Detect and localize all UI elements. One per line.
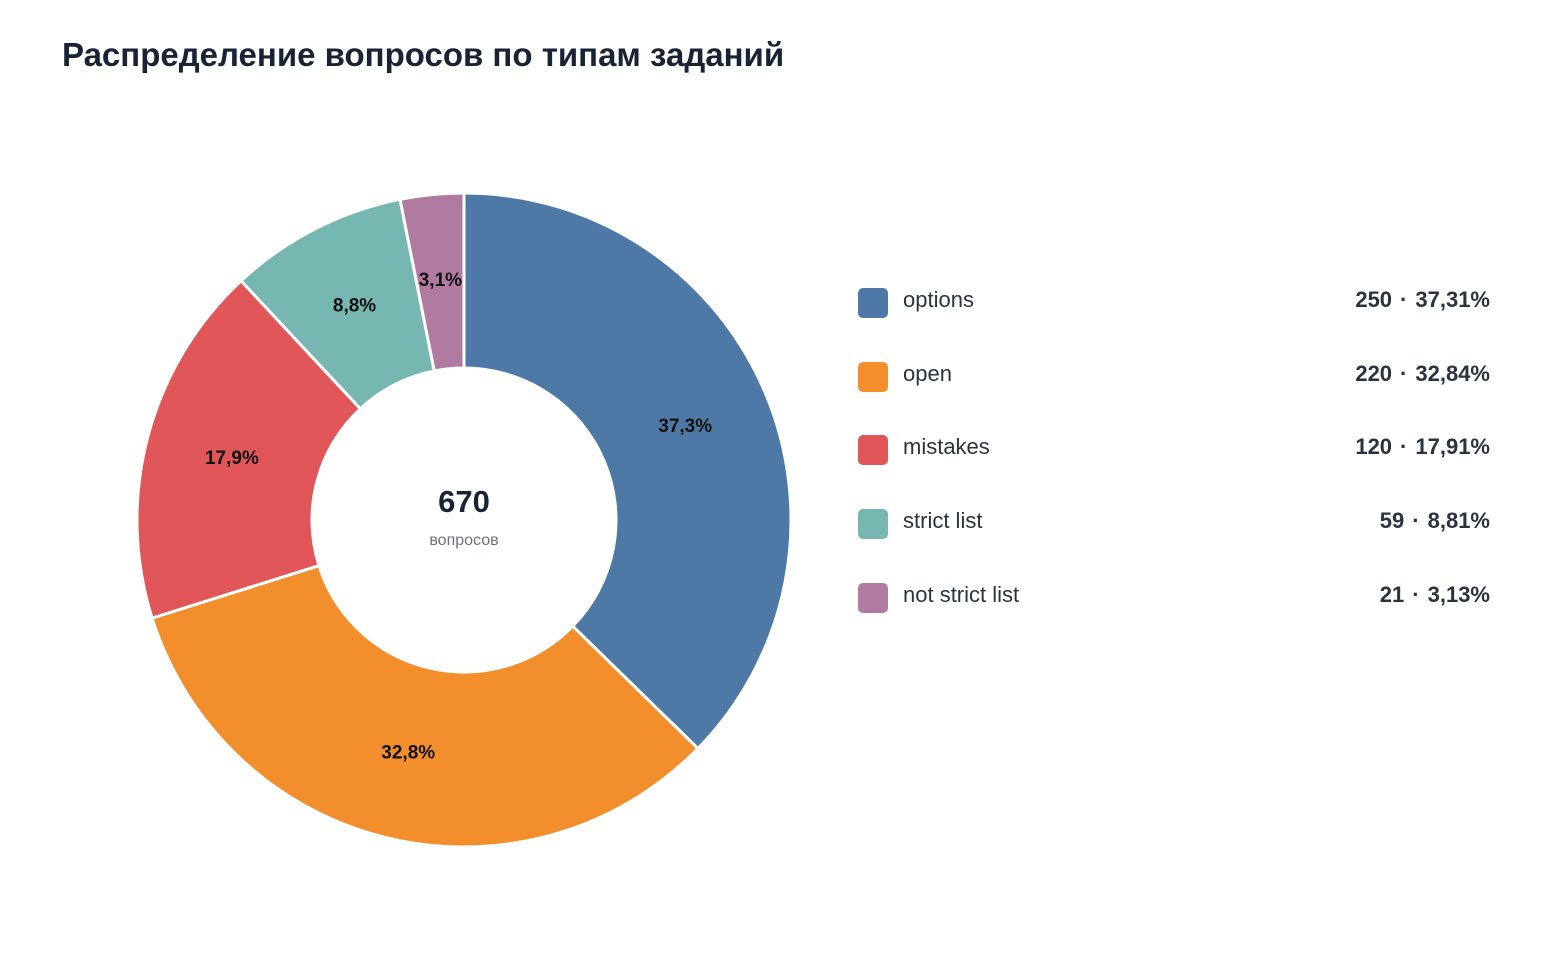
legend-swatch: [858, 288, 888, 318]
donut-slices: [135, 191, 793, 849]
legend-name: options: [903, 287, 974, 312]
legend-name: not strict list: [903, 581, 1020, 607]
legend-count: 21: [1379, 581, 1405, 607]
legend-value: 220 · 32,84%: [1355, 361, 1490, 387]
legend-separator: ·: [1412, 581, 1420, 607]
slice-label-options: 37,3%: [658, 416, 712, 437]
legend-name: open: [903, 360, 952, 386]
legend-percent: 3,13%: [1427, 581, 1490, 607]
legend-count: 220: [1355, 360, 1393, 386]
legend-item-strict-list: strict list 59 · 8,81%: [858, 491, 1490, 565]
legend-value: 21 · 3,13%: [1380, 582, 1490, 608]
legend-item-mistakes: mistakes 120 · 17,91%: [858, 417, 1490, 491]
legend-percent: 8,81%: [1427, 508, 1490, 534]
legend-swatch: [858, 582, 888, 613]
legend-count: 120: [1355, 434, 1393, 460]
slice-label-open: 32,8%: [381, 742, 435, 763]
slice-mistakes: [135, 278, 363, 621]
legend: options 250 · 37,31% open 220 · 32,84% mistakes 1…: [858, 270, 1490, 638]
slice-label-not-strict-list: 3,1%: [419, 270, 462, 291]
slice-options: [462, 191, 793, 751]
legend-separator: ·: [1400, 360, 1408, 386]
legend-name: strict list: [903, 508, 983, 534]
legend-separator: ·: [1400, 287, 1408, 312]
legend-separator: ·: [1412, 508, 1420, 534]
slice-label-mistakes: 17,9%: [205, 448, 259, 469]
legend-percent: 32,84%: [1415, 360, 1490, 386]
legend-percent: 17,91%: [1415, 434, 1490, 460]
slice-label-strict-list: 8,8%: [333, 295, 376, 316]
legend-swatch: [858, 435, 888, 466]
legend-count: 59: [1379, 508, 1405, 534]
center-total: 670: [438, 484, 490, 519]
center-unit: вопросов: [429, 532, 498, 549]
legend-item-open: open 220 · 32,84%: [858, 344, 1490, 418]
legend-count: 250: [1355, 287, 1393, 312]
slice-labels: 37,3% 32,8% 17,9% 8,8% 3,1%: [205, 270, 712, 763]
legend-value: 250 · 37,31%: [1355, 287, 1490, 313]
legend-swatch: [858, 509, 888, 540]
legend-item-options: options 250 · 37,31%: [858, 270, 1490, 344]
legend-name: mistakes: [903, 434, 990, 460]
legend-separator: ·: [1400, 434, 1408, 460]
slice-not-strict-list: [398, 191, 466, 373]
chart-title: Распределение вопросов по типам заданий: [62, 36, 785, 73]
legend-percent: 37,31%: [1415, 287, 1490, 312]
legend-value: 59 · 8,81%: [1380, 508, 1490, 534]
legend-value: 120 · 17,91%: [1355, 434, 1490, 460]
legend-swatch: [858, 361, 888, 392]
slice-open: [150, 563, 701, 849]
legend-item-not-strict-list: not strict list 21 · 3,13%: [858, 565, 1490, 639]
